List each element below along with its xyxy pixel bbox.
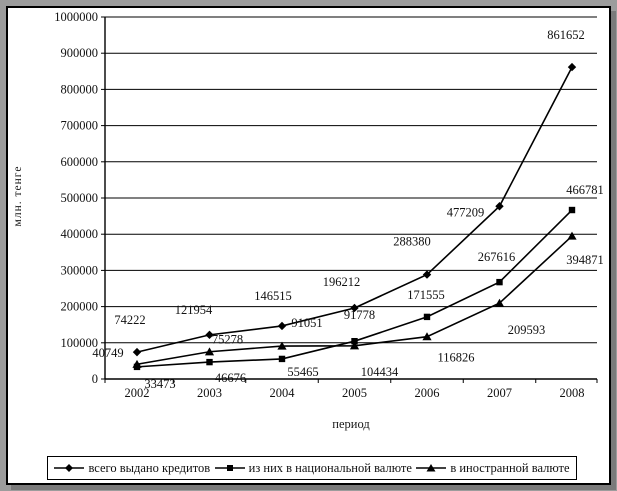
data-point-square <box>206 358 213 366</box>
y-tick-label: 100000 <box>61 336 99 350</box>
x-tick-label: 2003 <box>197 386 222 400</box>
y-tick-label: 400000 <box>61 227 99 241</box>
data-point-square <box>278 355 286 363</box>
x-tick-label: 2007 <box>487 386 512 400</box>
data-point-square <box>351 337 358 345</box>
data-label: 33473 <box>144 377 175 391</box>
data-label: 91778 <box>344 308 375 322</box>
data-point-triangle <box>132 359 142 368</box>
chart-legend: всего выдано кредитов из них в националь… <box>47 456 577 480</box>
data-label: 74222 <box>114 313 145 327</box>
x-tick-label: 2005 <box>342 386 367 400</box>
data-label: 466781 <box>566 183 604 197</box>
data-label: 104434 <box>361 365 399 379</box>
legend-triangle-marker-icon <box>416 464 447 472</box>
x-tick-label: 2008 <box>560 386 585 400</box>
data-label: 267616 <box>478 250 516 264</box>
data-label: 55465 <box>287 365 318 379</box>
y-tick-label: 900000 <box>61 46 99 60</box>
data-point-square <box>568 206 576 214</box>
y-tick-label: 500000 <box>61 191 99 205</box>
data-label: 91051 <box>291 316 322 330</box>
data-label: 196212 <box>323 275 361 289</box>
y-tick-label: 300000 <box>61 263 99 277</box>
y-tick-label: 600000 <box>61 155 99 169</box>
legend-label-total: всего выдано кредитов <box>88 460 211 475</box>
data-label: 116826 <box>437 351 474 365</box>
data-label: 146515 <box>254 289 292 303</box>
data-label: 209593 <box>508 323 546 337</box>
legend-diamond-marker-icon <box>54 464 85 472</box>
data-point-diamond <box>205 330 214 340</box>
legend-item-national: из них в национальной валюте <box>214 460 412 476</box>
data-label: 394871 <box>566 253 604 267</box>
y-tick-label: 0 <box>92 372 98 386</box>
legend-label-foreign: в иностранной валюте <box>450 460 570 475</box>
data-label: 46676 <box>215 371 246 385</box>
y-tick-label: 200000 <box>61 300 99 314</box>
y-tick-label: 1000000 <box>54 10 98 24</box>
data-label: 861652 <box>547 28 585 42</box>
legend-item-total: всего выдано кредитов <box>54 461 210 476</box>
legend-label-national: из них в национальной валюте <box>248 460 412 475</box>
x-axis-title: период <box>332 417 370 431</box>
y-tick-label: 800000 <box>61 82 99 96</box>
chart-panel <box>6 6 611 485</box>
data-label: 288380 <box>393 235 431 249</box>
data-point-diamond <box>495 202 504 211</box>
data-point-diamond <box>350 303 359 313</box>
x-tick-label: 2006 <box>415 386 440 400</box>
data-point-diamond <box>567 62 577 72</box>
data-point-square <box>496 278 503 286</box>
x-tick-label: 2002 <box>125 386 150 400</box>
data-point-triangle <box>494 298 505 307</box>
data-point-diamond <box>277 321 287 331</box>
legend-item-foreign: в иностранной валюте <box>416 460 570 476</box>
x-tick-label: 2004 <box>270 386 296 400</box>
data-point-triangle <box>277 341 287 350</box>
data-label: 121954 <box>175 303 213 317</box>
data-point-triangle <box>204 347 215 356</box>
legend-square-marker-icon <box>214 465 245 471</box>
data-label: 477209 <box>447 205 485 219</box>
data-label: 40749 <box>92 346 123 360</box>
data-point-triangle <box>349 341 360 350</box>
data-point-diamond <box>132 347 142 357</box>
data-point-diamond <box>422 270 432 279</box>
data-label: 75278 <box>212 333 243 347</box>
y-tick-label: 700000 <box>61 119 99 133</box>
data-label: 171555 <box>407 288 445 302</box>
data-point-triangle <box>567 231 577 240</box>
data-point-square <box>423 313 431 321</box>
data-point-triangle <box>422 332 432 341</box>
